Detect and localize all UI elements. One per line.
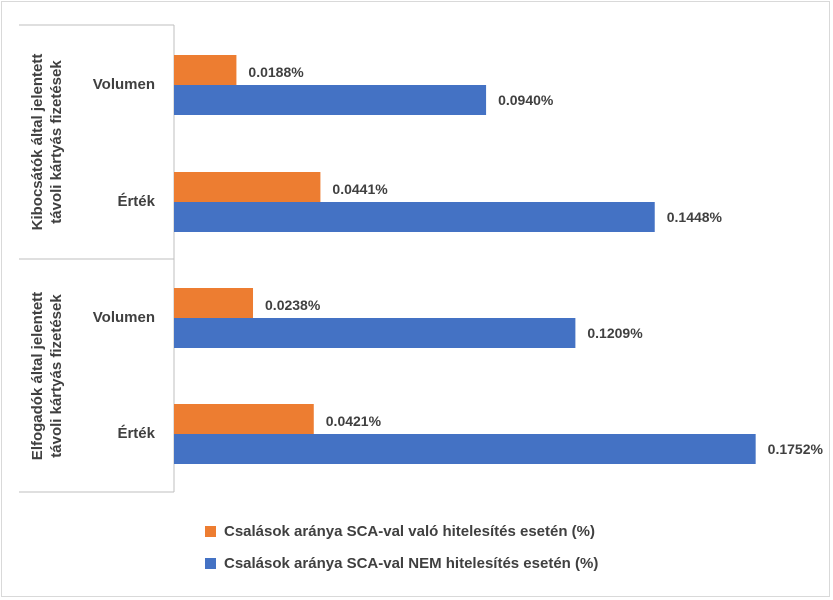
bar-non-sca-3 xyxy=(174,434,756,464)
bar-non-sca-2 xyxy=(174,318,576,348)
value-label-sca-1: 0.0441% xyxy=(332,181,388,197)
bar-sca-2 xyxy=(174,288,254,318)
category-label-1-1: Érték xyxy=(117,425,155,442)
legend-label-non-sca: Csalások aránya SCA-val NEM hitelesítés … xyxy=(224,554,599,572)
value-label-non-sca-1: 0.1448% xyxy=(667,209,723,225)
legend-item-sca: Csalások aránya SCA-val való hitelesítés… xyxy=(205,520,598,542)
value-label-non-sca-2: 0.1209% xyxy=(587,325,643,341)
value-label-non-sca-0: 0.0940% xyxy=(498,92,554,108)
value-label-sca-3: 0.0421% xyxy=(326,413,382,429)
bar-sca-1 xyxy=(174,172,321,202)
category-label-1-0: Volumen xyxy=(93,309,155,326)
legend-item-non-sca: Csalások aránya SCA-val NEM hitelesítés … xyxy=(205,552,598,574)
category-label-0-0: Volumen xyxy=(93,76,155,93)
bar-sca-0 xyxy=(174,55,237,85)
group-label-0: Kibocsátók által jelentett távoli kártyás… xyxy=(29,54,65,231)
legend-swatch-sca xyxy=(205,525,216,537)
legend-label-sca: Csalások aránya SCA-val való hitelesítés… xyxy=(224,522,596,540)
bar-sca-3 xyxy=(174,404,314,434)
value-label-sca-2: 0.0238% xyxy=(265,297,321,313)
value-label-non-sca-3: 0.1752% xyxy=(768,441,824,457)
bar-non-sca-1 xyxy=(174,202,655,232)
value-label-sca-0: 0.0188% xyxy=(248,64,304,80)
group-label-1: Elfogadók által jelentett távoli kártyás … xyxy=(29,292,65,460)
category-label-0-1: Érték xyxy=(117,193,155,210)
bar-non-sca-0 xyxy=(174,85,487,115)
legend-swatch-non-sca xyxy=(205,557,216,569)
legend: Csalások aránya SCA-val való hitelesítés… xyxy=(205,520,598,584)
